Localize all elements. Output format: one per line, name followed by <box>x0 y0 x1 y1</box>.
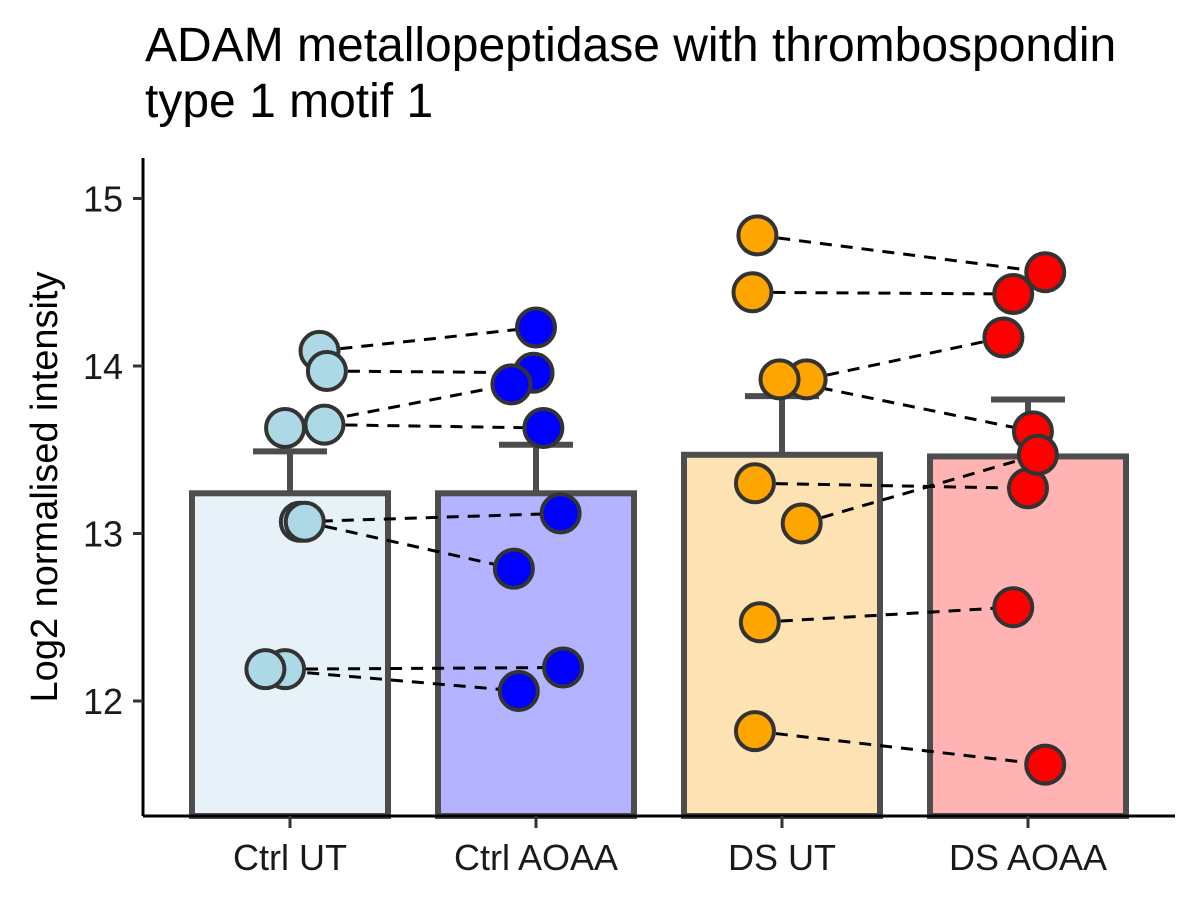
y-tick-label: 12 <box>83 681 123 722</box>
pair-line <box>759 605 1014 624</box>
pair-line <box>752 290 1014 296</box>
data-point <box>780 502 823 545</box>
x-tick-label: DS AOAA <box>949 837 1107 878</box>
data-point <box>992 272 1035 315</box>
data-point <box>738 601 781 644</box>
pair-line <box>324 423 544 430</box>
bars-layer <box>189 451 1129 819</box>
y-tick-label: 15 <box>83 179 123 220</box>
error-bars-layer <box>253 393 1065 494</box>
data-point <box>1024 743 1067 786</box>
x-tick-label: DS UT <box>728 837 836 878</box>
pair-line <box>299 511 561 524</box>
data-point <box>731 271 774 314</box>
data-point <box>522 406 565 449</box>
pair-line <box>754 729 1046 767</box>
bar <box>435 490 637 819</box>
data-point <box>305 350 348 393</box>
x-tick-label: Ctrl AOAA <box>454 837 618 878</box>
bar <box>681 451 883 819</box>
data-point <box>497 669 540 712</box>
pair-lines-layer <box>265 233 1046 767</box>
data-point <box>244 648 287 691</box>
pair-line <box>319 325 537 353</box>
chart-title: ADAM metallopeptidase with thrombospondi… <box>145 19 1117 128</box>
data-point <box>758 358 801 401</box>
y-tick-label: 14 <box>83 346 123 387</box>
pair-line <box>304 520 515 571</box>
y-axis-title: Log2 normalised intensity <box>24 272 66 703</box>
pair-line <box>757 233 1046 274</box>
axes-layer <box>141 158 1175 818</box>
data-point <box>490 363 533 406</box>
data-point <box>982 316 1025 359</box>
data-point <box>733 710 776 753</box>
data-point <box>515 306 557 349</box>
points-layer <box>244 214 1067 786</box>
data-point <box>542 646 585 689</box>
pair-line <box>265 667 519 693</box>
data-point <box>264 406 307 449</box>
data-point <box>492 547 535 590</box>
pair-line <box>754 481 1029 490</box>
pair-line <box>285 666 564 671</box>
data-point <box>736 214 779 257</box>
data-point <box>733 462 776 505</box>
data-point <box>1016 433 1059 476</box>
y-tick-label: 13 <box>83 514 123 555</box>
pair-line <box>806 336 1004 381</box>
pair-line <box>284 382 512 430</box>
ticks-layer: 12 13 14 15 Ctrl UT Ctrl AOAA DS UT DS AOAA <box>83 179 1107 879</box>
data-point <box>303 403 346 446</box>
data-point <box>1024 251 1067 294</box>
data-point <box>992 586 1035 629</box>
x-tick-label: Ctrl UT <box>233 837 347 878</box>
data-point <box>539 492 582 535</box>
data-point <box>283 500 326 543</box>
